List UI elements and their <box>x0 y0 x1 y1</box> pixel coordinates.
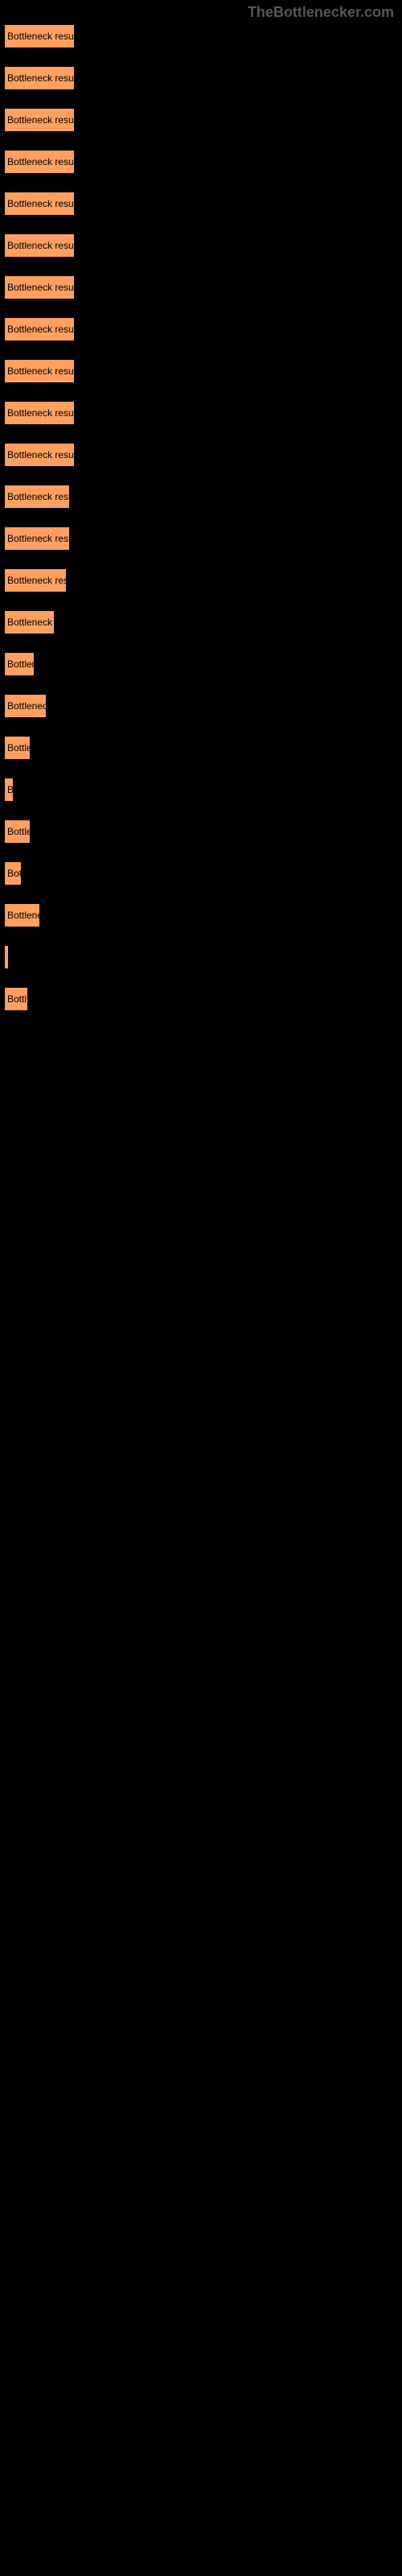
bar-row: B <box>4 770 398 810</box>
watermark: TheBottlenecker.com <box>248 4 394 21</box>
bar: Bottleneck result <box>4 275 75 299</box>
bar-row <box>4 937 398 977</box>
bar-row: Bottleneck r <box>4 602 398 642</box>
bar: Bottleneck resu <box>4 568 67 592</box>
bar: Bottle <box>4 736 31 760</box>
bar: Bottleneck result <box>4 317 75 341</box>
bar: Bottleneck result <box>4 192 75 216</box>
bar <box>4 945 9 969</box>
bar-row: Bottleneck <box>4 686 398 726</box>
bar: Bottleneck r <box>4 610 55 634</box>
bar-row: Bottleneck resul <box>4 518 398 559</box>
bar: B <box>4 778 14 802</box>
bar: Bottleneck result <box>4 24 75 48</box>
bar-row: Bottleneck result <box>4 267 398 308</box>
bar-row: Bottleneck result <box>4 184 398 224</box>
bar-row: Bottleneck result <box>4 225 398 266</box>
bar-row: Bottlene <box>4 895 398 935</box>
bar: Bottleneck result <box>4 150 75 174</box>
bar-row: Bottleneck result <box>4 435 398 475</box>
bar: Bottleneck <box>4 694 47 718</box>
bar: Bottleneck result <box>4 359 75 383</box>
bar: Bottlen <box>4 652 35 676</box>
bar-chart: Bottleneck result Bottleneck result Bottle… <box>0 0 402 1025</box>
bar-row: Bottle <box>4 728 398 768</box>
bar-row: Bot <box>4 853 398 894</box>
bar: Bottleneck result <box>4 108 75 132</box>
bar: Bottleneck resul <box>4 526 70 551</box>
bar-row: Bottleneck result <box>4 309 398 349</box>
bar-row: Bottleneck resu <box>4 560 398 601</box>
bar-row: Bottle <box>4 811 398 852</box>
bar: Bottleneck result <box>4 66 75 90</box>
bar: Bottle <box>4 819 31 844</box>
bar-row: Bottleneck result <box>4 100 398 140</box>
bar: Bottleneck result <box>4 401 75 425</box>
bar: Bottleneck result <box>4 443 75 467</box>
bar-row: Bottlen <box>4 644 398 684</box>
bar: Bottleneck result <box>4 233 75 258</box>
bar: Bottl <box>4 987 28 1011</box>
bar-row: Bottleneck result <box>4 351 398 391</box>
bar-row: Bottleneck resul <box>4 477 398 517</box>
bar-row: Bottleneck result <box>4 393 398 433</box>
bar-row: Bottleneck result <box>4 58 398 98</box>
bar-row: Bottleneck result <box>4 142 398 182</box>
bar-row: Bottl <box>4 979 398 1019</box>
bar: Bottlene <box>4 903 40 927</box>
bar-row: Bottleneck result <box>4 16 398 56</box>
bar: Bot <box>4 861 22 886</box>
bar: Bottleneck resul <box>4 485 70 509</box>
